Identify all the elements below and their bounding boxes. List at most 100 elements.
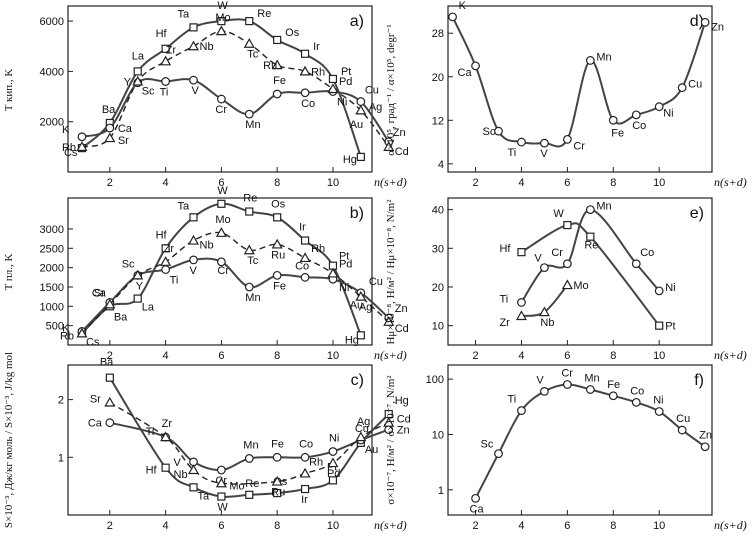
point-marker (273, 35, 282, 45)
point-label-zn: Zn (395, 303, 408, 315)
series-triangle-solid: Zr Nb Mo (499, 279, 589, 329)
y-tick-label: 20 (432, 72, 444, 84)
point-label-cd: Cd (397, 414, 411, 426)
point-label-v: V (534, 253, 542, 265)
series-line (109, 401, 390, 485)
y-tick-label: 2000 (40, 117, 64, 129)
point-marker (104, 298, 116, 309)
x-tick-label: 4 (518, 177, 524, 189)
point-marker (327, 457, 339, 468)
point-label-pt: Pt (341, 66, 351, 78)
point-marker (187, 234, 200, 245)
point-marker (160, 431, 172, 442)
point-label-au: Au (350, 119, 363, 131)
point-marker (187, 40, 200, 51)
series-square-solid: Cs Ba La Hf Ta W Re Os Ir Pt Hg (77, 185, 365, 348)
point-label-hg: Hg (345, 334, 359, 346)
point-label-zn: Zn (397, 425, 410, 437)
x-tick-label: 6 (218, 350, 224, 362)
plot-frame (67, 197, 373, 346)
point-label-w: W (553, 208, 564, 220)
point-marker (517, 406, 526, 415)
point-label-ba: Ba (102, 104, 116, 116)
x-tick-label: 2 (107, 350, 113, 362)
x-tick-label: 8 (274, 520, 280, 532)
point-label-cs: Cs (64, 147, 78, 159)
point-label-ni: Ni (337, 97, 347, 109)
series-square-solid: BaHfTaWReOsIrPtAuHg (100, 357, 409, 514)
point-label-ni: Ni (663, 108, 673, 120)
x-tick-label: 10 (327, 520, 339, 532)
point-label-co: Co (630, 385, 644, 397)
point-marker (300, 49, 310, 58)
point-label-ir: Ir (301, 494, 308, 506)
x-tick-label: 2 (472, 350, 478, 362)
point-marker (383, 416, 395, 427)
point-marker (631, 397, 641, 407)
point-label-sr: Sr (90, 394, 101, 406)
series-triangle-dashed: Rb Sr Y Zr Nb Mo Tc Ru Rh Pd Ag Cd (60, 214, 409, 343)
point-label-k: K (62, 124, 70, 136)
x-axis-label: n(s+d) (714, 175, 747, 189)
point-marker (517, 298, 526, 307)
point-label-cu: Cu (365, 85, 379, 97)
y-axis-label: σ×10⁻⁷, H/м² / σ×10⁻⁷, N/m² (385, 375, 397, 505)
point-marker (562, 380, 572, 389)
series-triangle-dashed: Rb Sr Y Zr Nb Mo Tc Ru Rh Pd Ag Cd (62, 12, 409, 158)
point-label-la: La (132, 50, 145, 62)
point-marker (654, 102, 664, 112)
point-label-mo: Mo (229, 480, 244, 492)
point-label-ti: Ti (507, 147, 516, 159)
point-label-ir: Ir (313, 41, 320, 53)
x-tick-label: 10 (653, 177, 665, 189)
point-marker (655, 321, 664, 330)
point-label-hf: Hf (156, 28, 168, 40)
x-tick-label: 10 (327, 177, 339, 189)
point-label-nb: Nb (174, 469, 188, 481)
point-label-ti: Ti (146, 426, 155, 438)
point-marker (189, 213, 198, 222)
point-label-cu: Cu (676, 413, 690, 425)
point-label-rh: Rh (311, 66, 325, 78)
x-tick-label: 6 (564, 520, 570, 532)
point-label-ti: Ti (507, 394, 516, 406)
point-label-ba: Ba (114, 311, 128, 323)
point-marker (540, 138, 549, 148)
x-tick-label: 2 (107, 177, 113, 189)
point-marker (608, 115, 618, 125)
x-tick-label: 6 (218, 177, 224, 189)
point-label-zr: Zr (162, 418, 173, 430)
point-marker (355, 290, 367, 301)
point-label-nb: Nb (200, 240, 214, 252)
x-tick-label: 8 (610, 520, 616, 532)
point-label-pt: Pt (327, 461, 337, 473)
point-label-re: Re (257, 8, 271, 20)
panel-label: e) (690, 205, 704, 222)
x-tick-label: 8 (610, 177, 616, 189)
series-square-solid: Hf W Re Pt (499, 208, 675, 333)
point-label-pd: Pd (327, 468, 340, 480)
plot-frame (447, 5, 713, 173)
x-axis-label: n(s+d) (374, 348, 407, 362)
x-tick-label: 4 (518, 520, 524, 532)
point-label-ti: Ti (499, 293, 508, 305)
point-label-mn: Mn (596, 51, 611, 63)
series-circle-solid: Ti V Cr Mn Co Ni (499, 201, 676, 307)
point-label-y: Y (136, 280, 144, 292)
series-square-solid: Cs Ba La Hf Ta W Re Os Ir Pt Hg (64, 0, 365, 166)
point-label-w: W (217, 502, 228, 514)
point-label-ba: Ba (100, 357, 114, 369)
point-marker (356, 331, 365, 340)
point-label-ru: Ru (271, 249, 285, 261)
x-tick-label: 2 (107, 520, 113, 532)
series-line (520, 222, 660, 327)
point-label-zn: Zn (393, 127, 406, 139)
y-tick-label: 1500 (40, 282, 64, 294)
x-tick-label: 8 (274, 350, 280, 362)
point-label-co: Co (301, 98, 315, 110)
point-label-ca: Ca (92, 287, 107, 299)
point-marker (217, 199, 226, 208)
point-label-mo: Mo (215, 12, 230, 24)
point-label-co: Co (295, 260, 309, 272)
point-label-mn: Mn (584, 372, 599, 384)
